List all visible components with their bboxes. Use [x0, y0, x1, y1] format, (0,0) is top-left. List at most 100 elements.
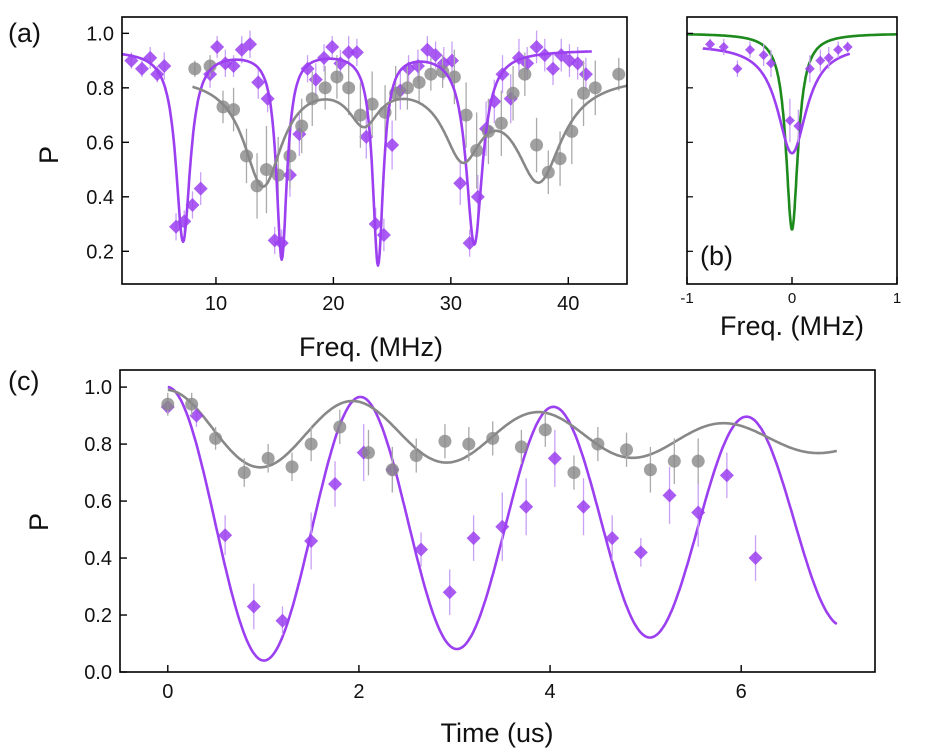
data-point-circle — [424, 67, 438, 81]
data-point-circle — [691, 454, 705, 468]
data-point-diamond — [385, 138, 400, 153]
x-tick-label: 40 — [557, 293, 579, 315]
data-point-diamond — [189, 408, 204, 423]
data-point-diamond — [718, 41, 729, 52]
data-point-diamond — [520, 56, 535, 71]
data-point-circle — [438, 434, 452, 448]
data-point-circle — [185, 397, 199, 411]
data-point-circle — [620, 443, 634, 457]
data-point-circle — [462, 437, 476, 451]
x-tick-label: 30 — [440, 293, 462, 315]
panel-a-fit-line-purple — [122, 50, 593, 267]
panel-a-fit-line-gray — [191, 84, 627, 188]
data-point-circle — [318, 81, 332, 95]
data-point-diamond — [745, 44, 755, 55]
data-point-circle — [342, 81, 356, 95]
data-point-diamond — [784, 115, 795, 126]
data-point-circle — [412, 75, 426, 89]
data-point-circle — [259, 163, 273, 177]
panel-c-ylabel: P — [24, 513, 54, 531]
panel-c-chart: (c) Time (us) P 0 2 4 6 0.0 0.2 0.4 0.6 0.8 1.0 — [8, 366, 876, 748]
data-point-circle — [643, 463, 657, 477]
data-point-circle — [203, 59, 217, 73]
panel-b-series-purple — [705, 38, 853, 143]
panel-c-frame — [119, 369, 876, 673]
data-point-diamond — [251, 75, 266, 90]
data-point-diamond — [495, 519, 510, 534]
panel-b-fit-line-green — [687, 32, 897, 231]
panel-a-ylabel: P — [34, 146, 64, 164]
data-point-circle — [553, 152, 567, 166]
data-point-diamond — [570, 56, 585, 71]
x-tick-label: 4 — [545, 681, 556, 703]
data-point-circle — [283, 149, 297, 163]
data-point-diamond — [300, 61, 315, 76]
data-point-diamond — [274, 236, 289, 251]
data-point-diamond — [823, 52, 834, 63]
x-tick-label: 20 — [322, 293, 344, 315]
data-point-diamond — [246, 599, 261, 614]
y-tick-label: 0.6 — [86, 132, 114, 154]
data-point-diamond — [605, 531, 620, 546]
data-point-circle — [514, 440, 528, 454]
data-point-circle — [285, 460, 299, 474]
data-point-diamond — [349, 45, 364, 60]
data-point-diamond — [758, 50, 769, 61]
data-point-diamond — [442, 585, 457, 600]
data-point-circle — [612, 67, 626, 81]
data-point-diamond — [815, 55, 826, 66]
data-point-circle — [250, 179, 264, 193]
data-point-diamond — [842, 41, 853, 52]
panel-a-label: (a) — [8, 18, 41, 48]
data-point-diamond — [576, 499, 591, 514]
data-point-diamond — [414, 542, 429, 557]
data-point-diamond — [633, 545, 648, 560]
data-point-circle — [365, 97, 379, 111]
panel-c-xlabel: Time (us) — [441, 718, 554, 748]
data-point-circle — [295, 119, 309, 133]
panel-c-label: (c) — [8, 366, 39, 396]
panel-c-fit-line-gray — [167, 388, 838, 469]
y-tick-label: 0.4 — [84, 548, 112, 570]
data-point-diamond — [218, 528, 233, 543]
data-point-diamond — [529, 39, 544, 54]
data-point-circle — [494, 116, 508, 130]
data-point-circle — [209, 431, 223, 445]
data-point-diamond — [578, 67, 593, 82]
data-point-diamond — [428, 48, 443, 63]
data-point-diamond — [243, 37, 258, 52]
panel-b-fit-line-purple — [701, 47, 851, 155]
data-point-circle — [333, 420, 347, 434]
data-point-diamond — [766, 58, 776, 69]
data-point-diamond — [445, 53, 460, 68]
y-tick-label: 0.8 — [84, 434, 112, 456]
x-tick-label: -1 — [680, 290, 693, 307]
data-point-diamond — [376, 227, 391, 242]
x-tick-label: 0 — [162, 681, 173, 703]
y-tick-label: 0.2 — [84, 605, 112, 627]
panel-c-series-gray — [161, 392, 705, 493]
data-point-diamond — [732, 63, 743, 74]
data-point-diamond — [275, 613, 290, 628]
data-point-circle — [486, 431, 500, 445]
data-point-diamond — [705, 39, 716, 50]
panel-a-chart: (a) Freq. (MHz) P 10 20 30 40 0.2 0.4 0.6 0.8 1.… — [8, 16, 628, 362]
panel-a-series-gray — [188, 49, 626, 219]
data-point-diamond — [470, 189, 485, 204]
data-point-circle — [261, 451, 275, 465]
data-point-diamond — [546, 61, 561, 76]
panel-c-plot-area — [160, 385, 838, 662]
data-point-diamond — [833, 44, 844, 55]
panel-b-xlabel: Freq. (MHz) — [720, 311, 864, 341]
data-point-diamond — [519, 499, 534, 514]
panel-b-plot-area — [687, 32, 897, 231]
data-point-diamond — [691, 505, 706, 520]
data-point-circle — [591, 437, 605, 451]
data-point-diamond — [210, 39, 225, 54]
x-tick-label: 1 — [893, 290, 901, 307]
data-point-circle — [161, 397, 175, 411]
x-tick-label: 0 — [788, 290, 796, 307]
data-point-circle — [400, 81, 414, 95]
data-point-circle — [506, 86, 520, 100]
